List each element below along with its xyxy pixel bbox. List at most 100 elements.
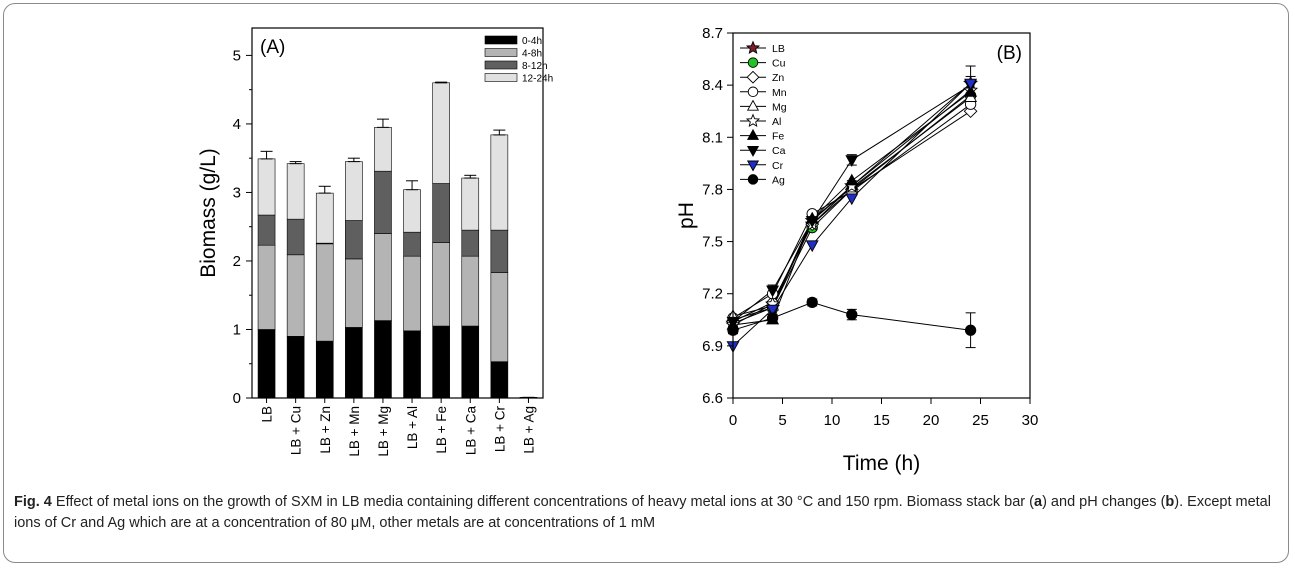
legend-label: Al [772, 116, 781, 128]
y-axis-label: Biomass (g/L) [197, 148, 220, 278]
x-tick-label: 25 [972, 412, 989, 429]
y-tick-label: 7.2 [702, 286, 723, 303]
bar-segment [403, 189, 421, 233]
bar-segment [257, 329, 276, 399]
bar-segment [345, 258, 363, 328]
marker-circle [964, 324, 977, 336]
legend-swatch [484, 48, 518, 57]
marker-triangle-down [746, 145, 760, 157]
marker-triangle-up [746, 99, 760, 111]
bar-segment [257, 244, 276, 330]
bar-segment [374, 233, 392, 321]
y-tick-label: 0 [233, 390, 241, 407]
figure-frame [3, 3, 1289, 563]
x-tick-label: 0 [729, 412, 737, 429]
figure-charts: LB LB + Cu LB + Zn LB + Mn LB + Mg LB + Al LB … [197, 25, 1039, 475]
marker-diamond [963, 104, 978, 119]
bar-segment [374, 320, 392, 399]
bar-segment [345, 220, 363, 260]
bar-segment [286, 336, 305, 399]
bar-segment [315, 340, 334, 399]
caption-panel-b: b [1165, 494, 1175, 510]
marker-triangle-up [746, 128, 760, 140]
y-tick-label: 6.9 [702, 338, 723, 355]
bar-segment [257, 214, 276, 246]
bar-segment [490, 361, 509, 399]
y-tick-label: 6.6 [702, 390, 723, 407]
marker-triangle-down [845, 193, 859, 206]
legend-swatch [484, 60, 518, 70]
bar-segment [461, 325, 480, 399]
marker-triangle-down [964, 78, 978, 91]
y-tick-label: 8.4 [702, 77, 723, 94]
legend-label: LB [772, 43, 785, 55]
x-tick-label: 20 [923, 412, 940, 429]
bar-segment [345, 327, 363, 399]
x-tick-label: LB + Cr [492, 406, 507, 453]
legend-label: 0-4h [522, 36, 542, 47]
bar-segment [286, 254, 305, 337]
marker-triangle-down [766, 304, 780, 317]
marker-circle [747, 57, 759, 68]
bar-segment [286, 218, 305, 256]
caption-panel-a: a [1034, 494, 1043, 510]
legend-swatch [484, 35, 518, 45]
x-tick-label: LB + Mn [347, 406, 362, 457]
marker-triangle-down [746, 160, 760, 172]
caption-text-2: ) and pH changes ( [1042, 494, 1166, 510]
caption-text-1: Effect of metal ions on the growth of SX… [51, 494, 1034, 510]
figure-caption: Fig. 4 Effect of metal ions on the growt… [14, 492, 1279, 534]
legend-label: 8-12h [522, 61, 548, 72]
x-tick-label: 10 [824, 412, 841, 429]
x-tick-label: LB + Ag [521, 406, 536, 454]
marker-diamond [746, 70, 760, 84]
caption-fig-label: Fig. 4 [14, 494, 52, 510]
panel-label: (B) [997, 43, 1022, 64]
legend-label: Ca [772, 145, 786, 157]
bar-segment [374, 127, 392, 172]
legend-label: Cr [772, 160, 784, 172]
marker-star [745, 113, 761, 128]
bar-segment [461, 229, 480, 257]
bar-segment [315, 243, 334, 342]
plot-frame [251, 27, 544, 399]
x-tick-label: LB + Mg [376, 406, 391, 457]
x-tick-label: LB + Zn [318, 406, 333, 454]
bar-segment [345, 161, 363, 221]
legend-label: Fe [772, 131, 784, 143]
marker-circle [747, 174, 759, 185]
y-tick-label: 7.8 [702, 181, 723, 198]
panel-label: (A) [260, 37, 285, 58]
x-tick-label: 30 [1022, 412, 1039, 429]
marker-star [745, 40, 761, 55]
bar-segment [432, 242, 450, 327]
legend-swatch [484, 73, 518, 82]
legend-label: Zn [772, 72, 784, 84]
bar-segment [257, 158, 276, 216]
marker-triangle-down [805, 216, 819, 228]
y-tick-label: 8.7 [702, 25, 723, 42]
y-axis-label: pH [675, 202, 698, 229]
bar-segment [461, 177, 480, 231]
y-tick-label: 8.1 [702, 129, 723, 146]
chart-a: LB LB + Cu LB + Zn LB + Mn LB + Mg LB + Al LB … [197, 27, 553, 457]
x-tick-label: 5 [778, 412, 786, 429]
bar-segment [490, 272, 509, 362]
y-tick-label: 1 [233, 321, 241, 338]
y-tick-label: 7.5 [702, 234, 723, 251]
x-tick-label: LB + Cu [289, 406, 304, 455]
x-tick-label: LB [260, 406, 275, 423]
x-tick-label: 15 [873, 412, 890, 429]
y-tick-label: 2 [233, 253, 241, 270]
y-tick-label: 5 [233, 47, 241, 64]
legend-label: Mn [772, 87, 787, 99]
x-tick-label: LB + Al [405, 406, 420, 449]
marker-circle [846, 308, 858, 321]
bar-segment [315, 192, 334, 244]
legend-label: 12-24h [522, 74, 553, 85]
marker-circle [747, 86, 759, 98]
marker-triangle-up [845, 173, 859, 186]
x-tick-label: LB + Ca [463, 406, 478, 456]
marker-circle [806, 296, 818, 309]
bar-segment [432, 82, 450, 184]
